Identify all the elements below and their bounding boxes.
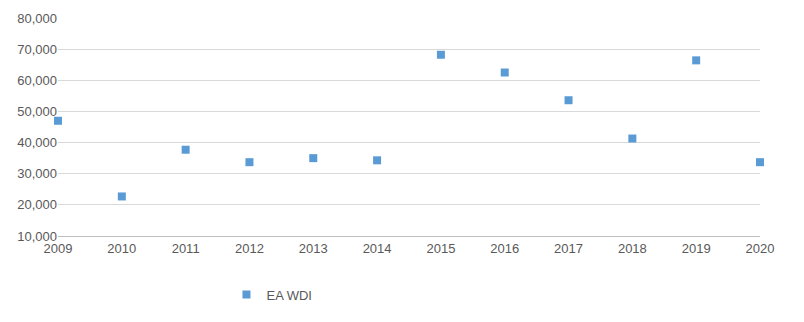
svg-text:40,000: 40,000 [17,135,57,150]
svg-text:2010: 2010 [107,241,136,256]
svg-text:10,000: 10,000 [17,229,57,244]
svg-text:2013: 2013 [299,241,328,256]
svg-text:2020: 2020 [746,241,775,256]
svg-text:30,000: 30,000 [17,166,57,181]
svg-text:70,000: 70,000 [17,42,57,57]
svg-text:50,000: 50,000 [17,104,57,119]
svg-text:2012: 2012 [235,241,264,256]
svg-text:2011: 2011 [172,241,200,256]
svg-text:2016: 2016 [490,241,519,256]
svg-text:20,000: 20,000 [17,197,57,212]
svg-text:60,000: 60,000 [17,73,57,88]
svg-text:2017: 2017 [554,241,583,256]
svg-text:2019: 2019 [682,241,711,256]
svg-text:80,000: 80,000 [17,11,57,26]
svg-text:2018: 2018 [618,241,647,256]
svg-text:2009: 2009 [44,241,73,256]
svg-text:2014: 2014 [363,241,392,256]
svg-text:EA WDI: EA WDI [266,288,312,303]
svg-text:2015: 2015 [426,241,455,256]
